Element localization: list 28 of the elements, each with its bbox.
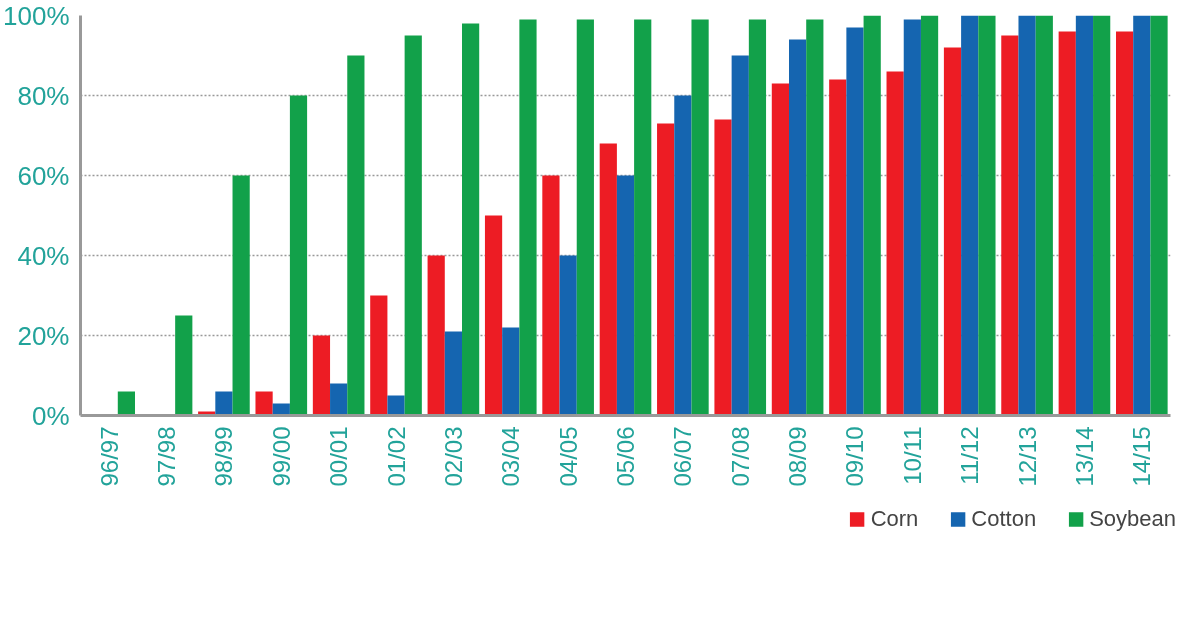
x-tick-label: 10/11 [898,426,926,485]
x-tick-label: 11/12 [956,426,984,485]
x-tick-label: 02/03 [439,426,467,487]
x-tick-label: 96/97 [95,426,123,487]
y-tick-label: 0% [31,400,70,431]
legend-label: Corn [870,506,919,532]
x-tick-label: 09/10 [841,426,869,487]
x-tick-label: 13/14 [1070,426,1098,487]
x-tick-label: 98/99 [210,426,238,487]
x-tick-label: 97/98 [153,426,181,487]
x-tick-label: 14/15 [1128,426,1156,487]
y-tick-label: 20% [17,320,70,351]
x-tick-label: 12/13 [1013,426,1041,487]
x-tick-label: 07/08 [726,426,754,487]
y-tick-label: 100% [3,0,70,31]
x-tick-label: 05/06 [612,426,639,487]
y-tick-label: 40% [17,240,70,271]
y-tick-label: 60% [17,160,70,191]
x-tick-label: 08/09 [784,426,812,487]
x-tick-label: 06/07 [669,426,697,487]
x-tick-label: 01/02 [382,426,410,487]
x-tick-label: 03/04 [497,426,525,487]
y-tick-label: 80% [17,80,70,111]
x-tick-label: 04/05 [554,426,582,487]
x-tick-label: 99/00 [267,426,295,487]
legend-label: Cotton [971,506,1037,532]
legend-label: Soybean [1089,506,1176,532]
x-tick-label: 00/01 [325,426,353,487]
